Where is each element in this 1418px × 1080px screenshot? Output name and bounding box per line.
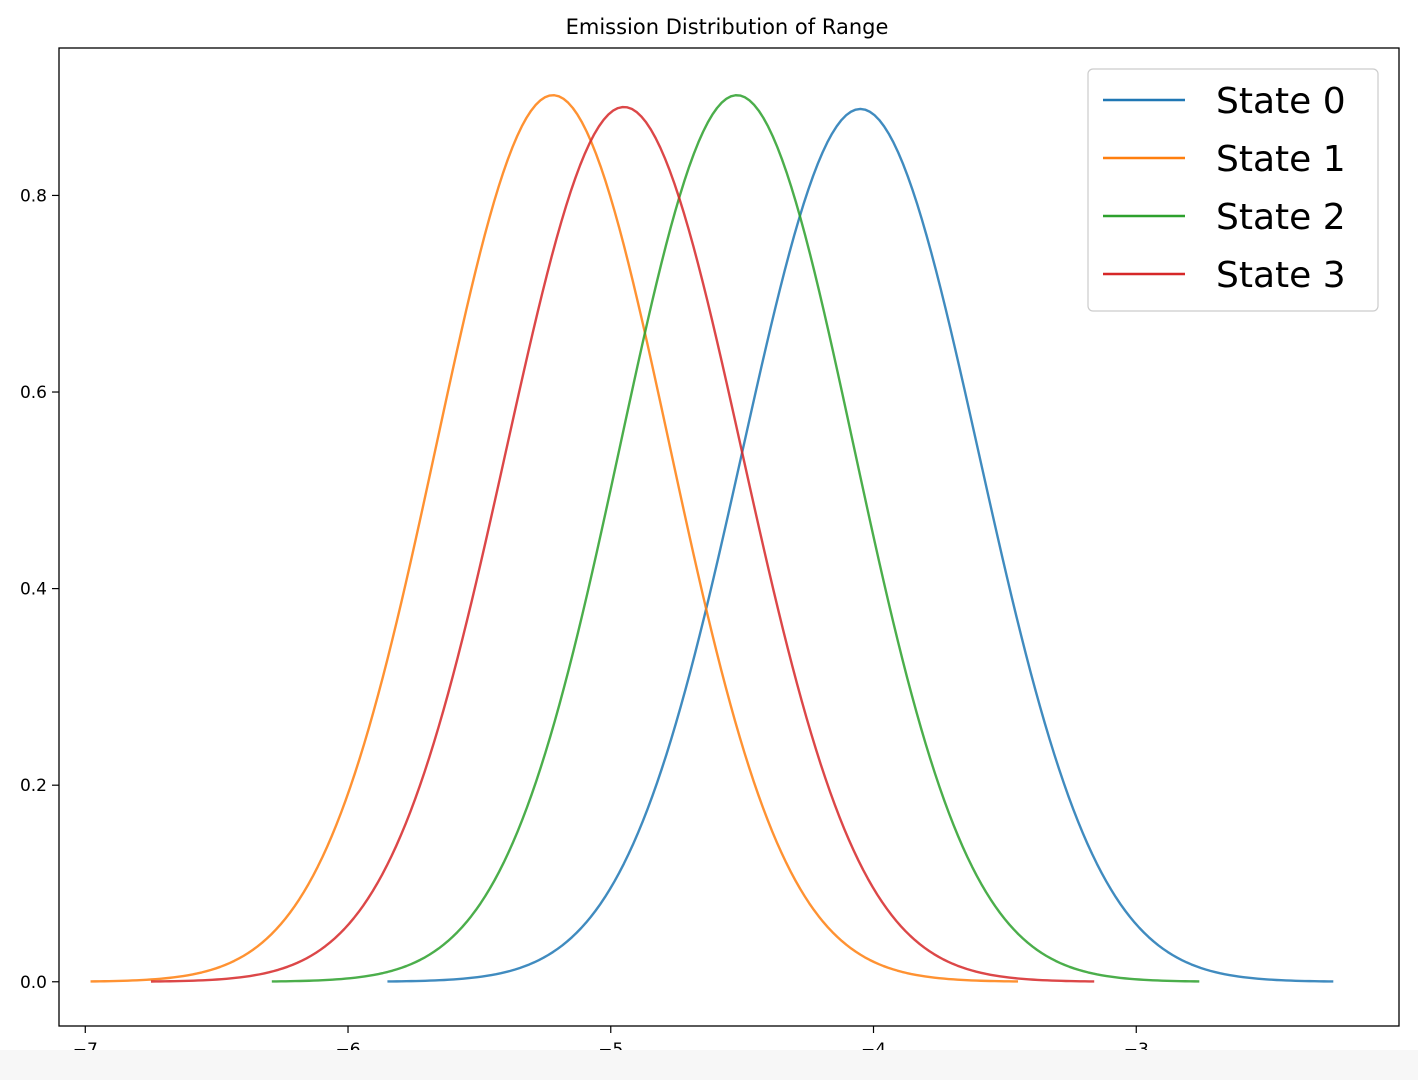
x-axis: −7 −6 −5 −4 −3 [73,1026,1149,1050]
x-tick-label: −6 [335,1040,360,1050]
x-tick-label: −3 [1124,1040,1149,1050]
series-line-state-3 [150,105,1095,983]
chart-title: Emission Distribution of Range [566,15,889,39]
legend-box [1087,68,1379,312]
y-tick-label: 0.8 [20,186,47,206]
legend-label: State 0 [1216,81,1346,122]
series-layer [90,94,1334,983]
x-tick-label: −4 [861,1040,886,1050]
plot-area [58,47,1400,1027]
chart: Emission Distribution of Range −7 −6 −5 −4−… [20,15,1400,1050]
series-line-state-0 [387,107,1334,983]
legend-label: State 2 [1216,197,1346,238]
y-tick-label: 0.2 [20,776,47,796]
legend-label: State 3 [1216,255,1346,296]
x-tick-label: −5 [598,1040,623,1050]
bottom-strip [0,1050,1418,1080]
x-tick-label: −7 [73,1040,98,1050]
y-tick-label: 0.6 [20,383,47,403]
y-axis: 0.0 0.2 0.4 0.6 0.8 [20,186,59,993]
series-line-state-2 [271,94,1200,983]
series-line-state-1 [90,94,1019,983]
legend: State 0 State 1 State 2 State 3 [1087,68,1379,312]
y-tick-label: 0.4 [20,580,47,600]
y-tick-label: 0.0 [20,973,47,993]
legend-label: State 1 [1216,139,1346,180]
